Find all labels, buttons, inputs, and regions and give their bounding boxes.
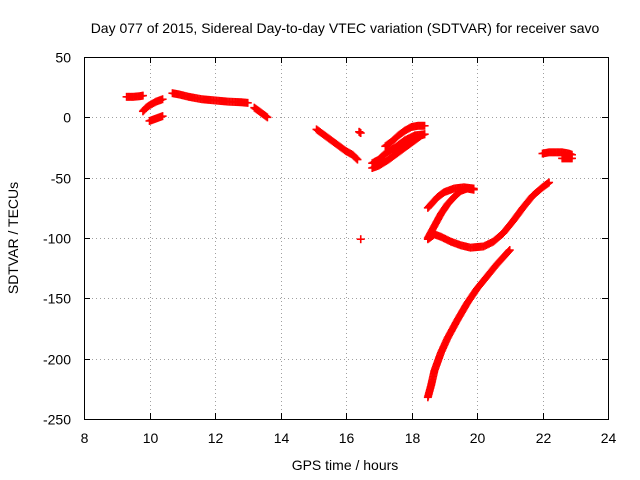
y-tick-label: -50 <box>51 171 71 187</box>
y-tick-label: 50 <box>55 50 71 66</box>
series-segment <box>355 127 365 138</box>
series-segment <box>138 95 167 116</box>
x-tick-label: 10 <box>143 430 159 446</box>
x-tick-label: 24 <box>601 430 617 446</box>
series-segment <box>168 89 252 107</box>
series-segment <box>122 91 147 101</box>
y-tick-label: -250 <box>43 412 71 428</box>
y-axis-title: SDTVAR / TECUs <box>5 182 21 294</box>
x-tick-label: 12 <box>208 430 224 446</box>
series-segment <box>356 235 365 244</box>
y-tick-label: 0 <box>63 110 71 126</box>
series-segment <box>312 125 362 164</box>
series-segment <box>423 246 514 402</box>
x-tick-label: 18 <box>405 430 421 446</box>
series-segment <box>250 103 272 122</box>
x-tick-label: 8 <box>81 430 89 446</box>
series-segment <box>381 121 429 151</box>
x-tick-label: 22 <box>536 430 552 446</box>
series-segment <box>423 178 554 252</box>
series-segment <box>368 130 429 168</box>
series-segment <box>558 154 576 163</box>
y-tick-label: -100 <box>43 231 71 247</box>
x-tick-label: 16 <box>339 430 355 446</box>
grid-lines <box>84 57 608 419</box>
series-segment <box>423 184 478 242</box>
x-tick-label: 20 <box>470 430 486 446</box>
axis-ticks <box>84 57 609 420</box>
chart-title: Day 077 of 2015, Sidereal Day-to-day VTE… <box>91 20 600 36</box>
y-tick-label: -200 <box>43 352 71 368</box>
y-tick-label: -150 <box>43 291 71 307</box>
data-series <box>122 89 576 402</box>
x-axis-title: GPS time / hours <box>292 457 399 473</box>
series-segment <box>145 112 167 125</box>
axis-tick-labels: 8 10 12 14 16 18 20 22 24 -250 -200 -150 -100 -50 0 50 <box>43 50 617 447</box>
x-tick-label: 14 <box>274 430 290 446</box>
